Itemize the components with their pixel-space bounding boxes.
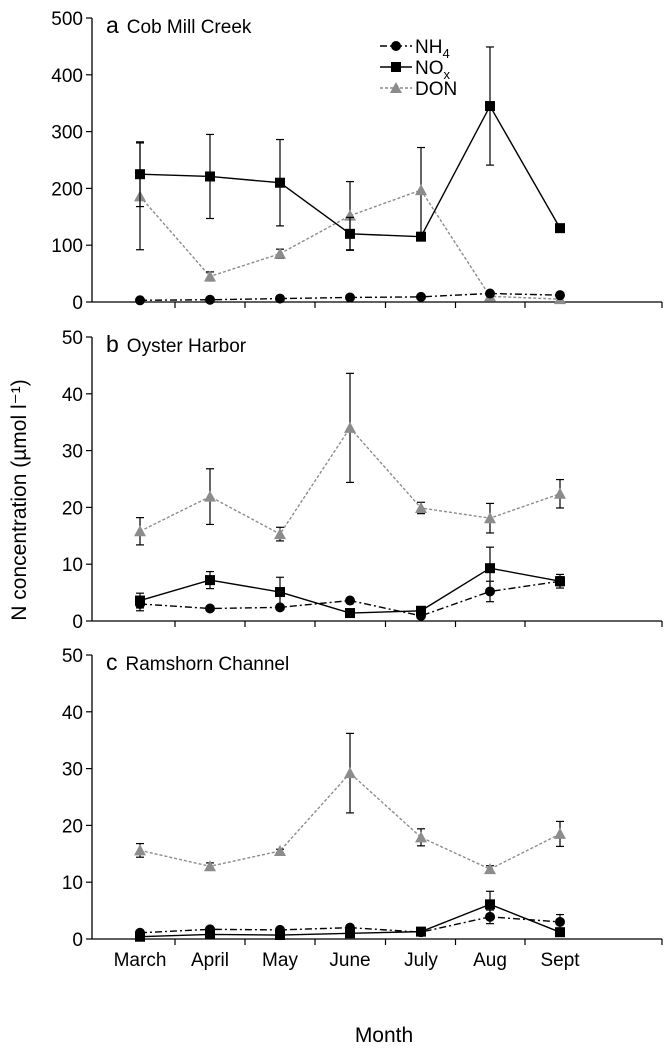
y-tick-label: 300 (51, 123, 83, 144)
y-tick-label: 10 (62, 873, 83, 894)
data-point-don (415, 184, 427, 196)
data-point-nox (416, 231, 426, 242)
data-point-don (274, 247, 286, 259)
y-axis-label: N concentration (µmol l⁻¹) (8, 379, 31, 620)
y-tick-label: 50 (62, 646, 83, 667)
data-point-don (344, 767, 356, 779)
x-tick-label: April (191, 950, 229, 971)
panel-letter: b (106, 331, 119, 357)
data-point-nox (416, 605, 426, 616)
y-tick-label: 10 (62, 555, 83, 576)
legend-label-nh4: NH4 (415, 37, 450, 61)
panel-title-a: a Cob Mill Creek (106, 12, 252, 38)
data-point-nox (205, 929, 215, 940)
x-tick-label: Sept (540, 950, 580, 971)
data-point-nox (275, 587, 285, 598)
data-point-nox (416, 926, 426, 937)
data-point-nh4 (205, 603, 215, 614)
legend-marker-nh4 (391, 41, 401, 51)
data-point-don (344, 421, 356, 433)
data-point-don (274, 844, 286, 856)
data-point-don (554, 487, 566, 499)
y-tick-label: 400 (51, 66, 83, 87)
y-tick-label: 0 (72, 612, 83, 633)
data-point-don (554, 827, 566, 839)
data-point-don (204, 270, 216, 282)
y-tick-label: 0 (72, 930, 83, 951)
data-point-nox (555, 223, 565, 234)
data-point-don (484, 512, 496, 524)
data-point-nh4 (485, 288, 495, 299)
data-point-don (204, 860, 216, 872)
y-tick-label: 20 (62, 816, 83, 837)
data-point-nh4 (555, 916, 565, 927)
y-tick-label: 100 (51, 236, 83, 257)
data-point-nh4 (345, 292, 355, 303)
panel-letter: a (106, 12, 119, 38)
data-point-don (274, 528, 286, 540)
panel-site-name: Oyster Harbor (127, 336, 247, 357)
y-tick-label: 0 (72, 293, 83, 314)
data-point-don (134, 525, 146, 537)
legend-marker-don (390, 82, 402, 93)
data-point-nox (345, 228, 355, 239)
y-tick-label: 40 (62, 385, 83, 406)
y-tick-label: 40 (62, 703, 83, 724)
x-tick-label: March (114, 950, 167, 971)
data-point-don (484, 863, 496, 875)
data-point-nox (135, 595, 145, 606)
data-point-nox (555, 927, 565, 938)
y-tick-label: 30 (62, 442, 83, 463)
data-point-nh4 (205, 294, 215, 305)
legend-marker-nox (391, 62, 401, 72)
data-point-nox (485, 899, 495, 910)
data-point-nh4 (135, 295, 145, 306)
data-point-nox (205, 575, 215, 586)
data-point-don (134, 844, 146, 856)
data-point-nox (135, 931, 145, 942)
legend-label-don: DON (415, 79, 457, 100)
data-point-nox (135, 169, 145, 180)
data-point-don (415, 831, 427, 843)
panel-title-b: b Oyster Harbor (106, 331, 247, 357)
data-point-nox (485, 563, 495, 574)
data-point-nox (555, 576, 565, 587)
panel-title-c: c Ramshorn Channel (106, 649, 289, 675)
data-point-nox (205, 171, 215, 182)
legend-label-nox: NOx (415, 58, 451, 82)
panel-site-name: Ramshorn Channel (126, 654, 290, 675)
y-tick-label: 200 (51, 179, 83, 200)
data-point-nh4 (555, 290, 565, 301)
y-tick-label: 30 (62, 760, 83, 781)
panel-letter: c (106, 649, 118, 675)
y-tick-label: 20 (62, 498, 83, 519)
data-point-nh4 (345, 595, 355, 606)
y-tick-label: 50 (62, 328, 83, 349)
data-point-nh4 (416, 291, 426, 302)
data-point-nox (345, 608, 355, 619)
data-point-nox (275, 177, 285, 188)
data-point-nox (275, 930, 285, 941)
y-tick-label: 500 (51, 9, 83, 30)
x-tick-label: July (404, 950, 438, 971)
x-tick-label: June (329, 950, 370, 971)
data-point-nox (345, 928, 355, 939)
x-tick-label: Aug (473, 950, 507, 971)
panel-site-name: Cob Mill Creek (127, 17, 252, 38)
data-point-don (204, 490, 216, 502)
x-axis-label: Month (355, 1024, 413, 1047)
data-point-nh4 (275, 293, 285, 304)
data-point-don (415, 501, 427, 513)
x-tick-label: May (262, 950, 298, 971)
data-point-nox (485, 101, 495, 112)
